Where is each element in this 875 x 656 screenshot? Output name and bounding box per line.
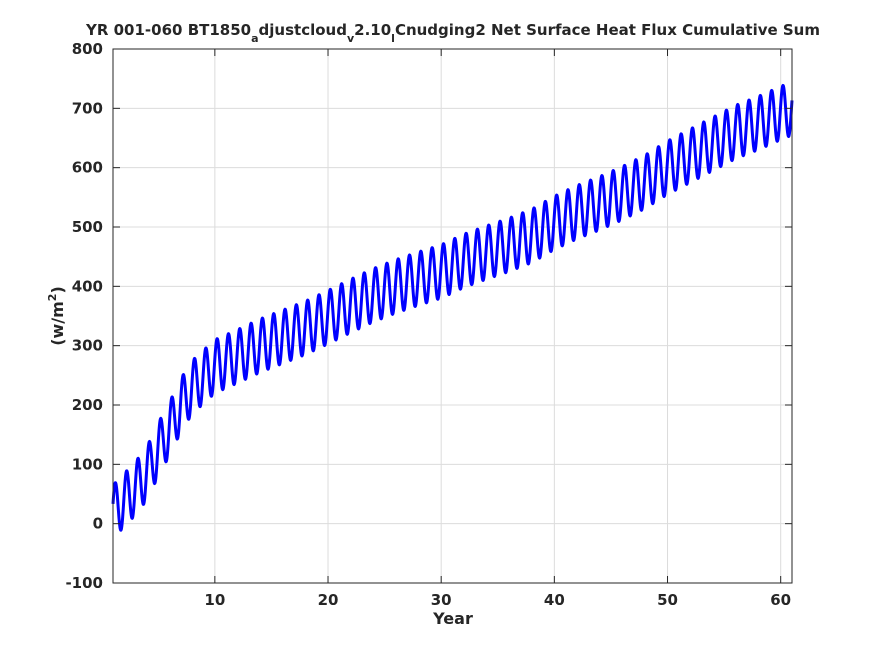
y-axis-label: (w/m2) xyxy=(46,286,67,346)
x-tick-label: 60 xyxy=(770,591,791,609)
x-axis-label: Year xyxy=(432,609,473,628)
ticks xyxy=(113,48,792,584)
y-tick-label: 800 xyxy=(72,40,103,58)
x-tick-label: 40 xyxy=(544,591,565,609)
y-tick-label: -100 xyxy=(65,574,103,592)
y-tick-label: 0 xyxy=(93,515,103,533)
y-tick-label: 700 xyxy=(72,99,103,117)
y-tick-label: 100 xyxy=(72,455,103,473)
y-tick-label: 600 xyxy=(72,159,103,177)
plot-frame xyxy=(112,48,793,584)
grid xyxy=(113,48,792,584)
series-line xyxy=(111,83,794,532)
tick-labels: 10 20 30 40 50 60 -100 0 100 200 300 400 500 600 700 80… xyxy=(65,40,791,609)
x-tick-label: 20 xyxy=(318,591,339,609)
y-tick-label: 400 xyxy=(72,277,103,295)
line-layer xyxy=(111,83,794,532)
y-tick-label: 200 xyxy=(72,396,103,414)
x-tick-label: 50 xyxy=(657,591,678,609)
x-tick-label: 30 xyxy=(431,591,452,609)
y-tick-label: 300 xyxy=(72,337,103,355)
y-tick-label: 500 xyxy=(72,218,103,236)
chart-title: YR 001-060 BT1850adjustcloudv2.10lCnudgi… xyxy=(85,21,820,45)
x-tick-label: 10 xyxy=(204,591,225,609)
